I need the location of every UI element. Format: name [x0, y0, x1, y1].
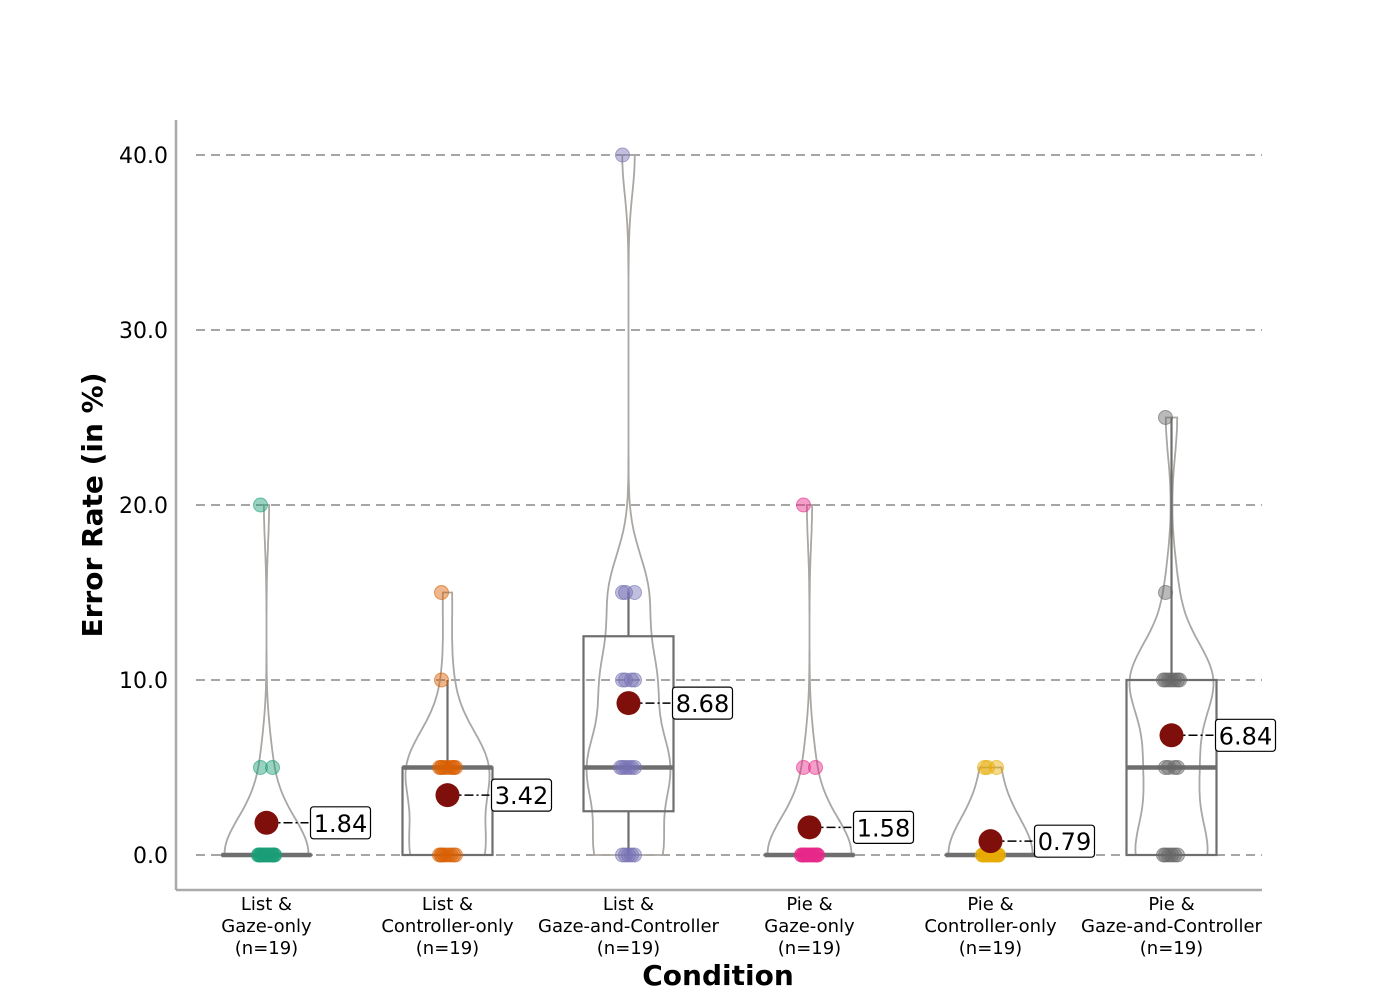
- data-point: [1156, 672, 1171, 688]
- x-tick-label: Pie &: [1148, 894, 1194, 915]
- x-tick-label: (n=19): [235, 938, 298, 959]
- x-tick-label: List &: [422, 894, 473, 915]
- mean-label-box: [309, 806, 372, 840]
- violin: [947, 766, 1034, 856]
- mean-label-box: [1214, 718, 1277, 752]
- mean-label-box: [490, 778, 553, 812]
- data-point: [434, 847, 449, 863]
- y-tick-label: 30.0: [119, 319, 168, 344]
- data-point: [808, 847, 823, 863]
- axes: [174, 120, 1262, 892]
- data-point: [618, 585, 633, 600]
- violin: [766, 504, 853, 856]
- data-point: [624, 672, 639, 688]
- data-point: [434, 672, 449, 688]
- x-tick-label: List &: [241, 894, 292, 915]
- data-point: [448, 847, 463, 863]
- data-point: [1172, 672, 1187, 688]
- x-tick-label: (n=19): [597, 938, 660, 959]
- data-point: [446, 760, 461, 775]
- grid-lines: [196, 154, 1262, 856]
- x-tick-label: Gaze-only: [221, 916, 312, 937]
- x-tick-label: (n=19): [959, 938, 1022, 959]
- data-point: [613, 760, 628, 775]
- data-point: [265, 847, 280, 863]
- mean-marker: [1159, 723, 1184, 748]
- mean-marker: [254, 810, 279, 835]
- mean-label: 1.84: [314, 810, 367, 838]
- mean-label: 0.79: [1038, 828, 1091, 856]
- data-point: [1164, 847, 1179, 863]
- data-point: [980, 760, 995, 775]
- mean-label: 6.84: [1219, 722, 1272, 750]
- mean-marker: [797, 815, 822, 840]
- data-point: [621, 760, 636, 775]
- mean-marker: [616, 691, 641, 716]
- x-axis-title: Condition: [642, 959, 794, 992]
- box: [582, 635, 675, 813]
- mean-label: 1.58: [857, 814, 910, 842]
- violins: [223, 154, 1215, 856]
- y-axis-title: Error Rate (in %): [76, 372, 109, 637]
- data-point: [1164, 672, 1179, 688]
- data-point: [253, 760, 268, 775]
- mean-label: 8.68: [676, 690, 729, 718]
- data-point: [265, 760, 280, 775]
- box: [401, 766, 494, 857]
- data-point: [1158, 410, 1173, 425]
- data-point: [440, 847, 455, 863]
- y-tick-label: 20.0: [119, 494, 168, 519]
- data-point: [1167, 760, 1182, 775]
- y-tick-label: 0.0: [133, 844, 168, 869]
- x-tick-label: (n=19): [778, 938, 841, 959]
- data-point: [615, 147, 630, 163]
- x-tick-label: Controller-only: [924, 916, 1057, 937]
- mean-label-box: [671, 686, 734, 720]
- data-point: [259, 847, 274, 863]
- data-point: [440, 760, 455, 775]
- data-point: [796, 497, 811, 513]
- x-tick-label: (n=19): [1140, 938, 1203, 959]
- x-tick-label: Pie &: [967, 894, 1013, 915]
- data-point: [1161, 760, 1176, 775]
- y-ticks: 0.0 10.0 20.0 30.0 40.0: [119, 144, 168, 869]
- mean-label: 3.42: [495, 782, 548, 810]
- data-point: [1156, 847, 1171, 863]
- data-point: [802, 847, 817, 863]
- boxplots: [220, 417, 1218, 858]
- data-point: [796, 847, 811, 863]
- violin: [1128, 416, 1215, 856]
- data-point: [1158, 585, 1173, 600]
- x-tick-label: Pie &: [786, 894, 832, 915]
- mean-markers: 1.84 3.42 8.68 1.58 0.79 6.84: [254, 686, 1277, 858]
- data-point: [434, 585, 449, 600]
- data-point: [253, 847, 268, 863]
- y-tick-label: 10.0: [119, 669, 168, 694]
- x-tick-label: List &: [603, 894, 654, 915]
- x-tick-label: Controller-only: [381, 916, 514, 937]
- violin: [585, 154, 672, 856]
- mean-marker: [978, 829, 1003, 854]
- data-point: [796, 760, 811, 775]
- y-tick-label: 40.0: [119, 144, 168, 169]
- data-point: [621, 847, 636, 863]
- mean-label-box: [1033, 824, 1096, 858]
- violin: [223, 504, 310, 856]
- x-tick-label: Gaze-only: [764, 916, 855, 937]
- mean-label-box: [852, 810, 915, 844]
- data-point: [253, 497, 268, 513]
- x-ticks: List &Gaze-only(n=19)List &Controller-on…: [221, 894, 1262, 959]
- data-point: [618, 672, 633, 688]
- data-point: [808, 760, 823, 775]
- x-tick-label: Gaze-and-Controller: [538, 916, 719, 937]
- data-point: [434, 760, 449, 775]
- mean-marker: [435, 783, 460, 808]
- x-tick-label: Gaze-and-Controller: [1081, 916, 1262, 937]
- x-tick-label: (n=19): [416, 938, 479, 959]
